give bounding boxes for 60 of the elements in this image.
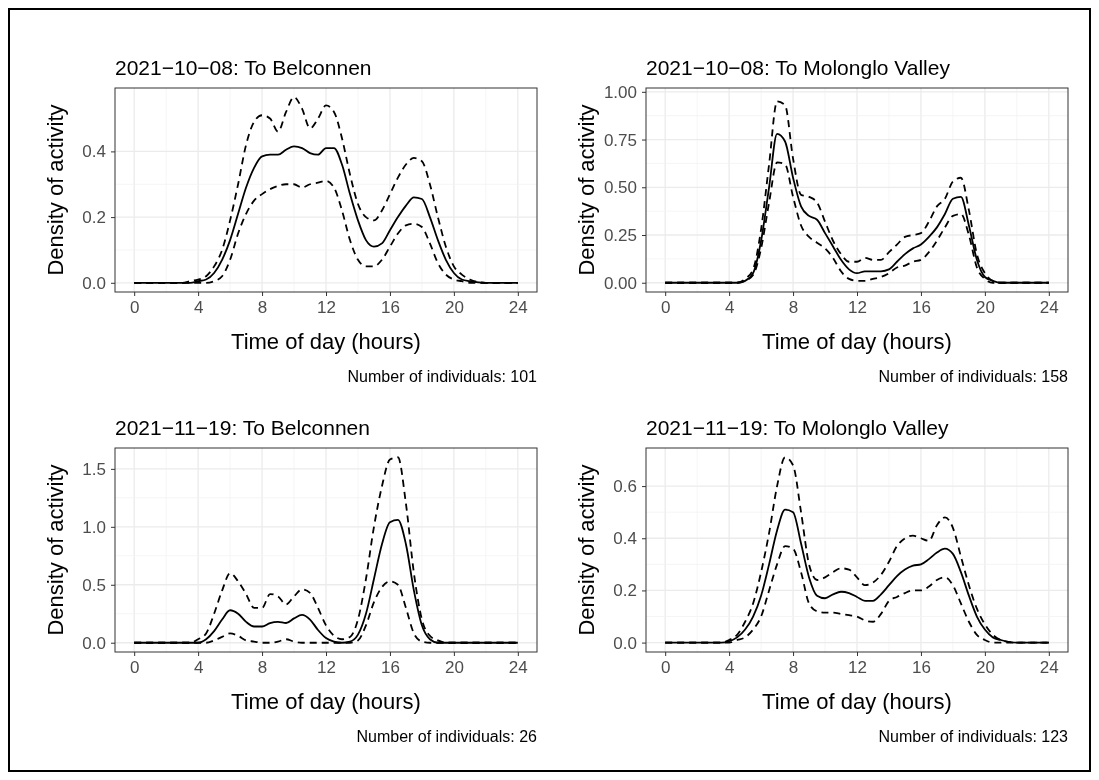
chart-title: 2021−11−19: To Molonglo Valley bbox=[646, 416, 949, 439]
x-tick-label: 24 bbox=[1039, 298, 1059, 318]
x-tick-label: 12 bbox=[848, 658, 867, 678]
x-tick-label: 20 bbox=[444, 298, 464, 318]
x-tick-label: 20 bbox=[975, 658, 995, 678]
x-tick-label: 8 bbox=[257, 298, 268, 318]
x-tick-label: 20 bbox=[975, 298, 995, 318]
y-tick-label: 1.0 bbox=[82, 517, 106, 537]
y-axis-title: Density of activity bbox=[43, 464, 68, 636]
x-axis-title: Time of day (hours) bbox=[762, 329, 952, 354]
y-tick-label: 0.4 bbox=[82, 142, 106, 162]
y-tick-label: 0.75 bbox=[603, 130, 637, 150]
y-tick-label: 0.00 bbox=[603, 273, 637, 293]
x-tick-label: 12 bbox=[848, 298, 867, 318]
chart-title: 2021−10−08: To Belconnen bbox=[115, 56, 372, 79]
x-tick-label: 0 bbox=[129, 658, 140, 678]
text: Number of individuals: 123 bbox=[878, 728, 1069, 745]
x-tick-label: 8 bbox=[788, 298, 799, 318]
y-tick-label: 1.00 bbox=[603, 82, 637, 102]
y-tick-label: 0.5 bbox=[82, 575, 106, 595]
chart-title: 2021−11−19: To Belconnen bbox=[115, 416, 370, 439]
y-axis-title: Density of activity bbox=[574, 464, 599, 636]
y-tick-label: 0.2 bbox=[613, 581, 637, 601]
x-axis-title: Time of day (hours) bbox=[231, 329, 421, 354]
y-tick-label: 0.0 bbox=[82, 273, 106, 293]
x-tick-label: 4 bbox=[193, 658, 204, 678]
x-tick-label: 4 bbox=[724, 298, 735, 318]
y-tick-label: 0.50 bbox=[603, 178, 637, 198]
chart-title: 2021−10−08: To Molonglo Valley bbox=[646, 56, 951, 79]
x-tick-label: 16 bbox=[911, 298, 931, 318]
x-tick-label: 4 bbox=[724, 658, 735, 678]
y-tick-label: 0.4 bbox=[613, 529, 637, 549]
x-tick-label: 24 bbox=[508, 658, 528, 678]
text: Number of individuals: 26 bbox=[356, 728, 538, 745]
text: Number of individuals: 101 bbox=[347, 368, 538, 385]
y-tick-label: 0.2 bbox=[82, 208, 106, 228]
x-tick-label: 0 bbox=[129, 298, 140, 318]
y-tick-label: 0.0 bbox=[613, 633, 637, 653]
x-tick-label: 20 bbox=[444, 658, 464, 678]
x-axis-title: Time of day (hours) bbox=[762, 689, 952, 714]
x-tick-label: 16 bbox=[380, 658, 400, 678]
x-axis-title: Time of day (hours) bbox=[231, 689, 421, 714]
x-tick-label: 16 bbox=[380, 298, 400, 318]
text: Number of individuals: 158 bbox=[878, 368, 1069, 385]
x-tick-label: 12 bbox=[317, 298, 336, 318]
y-tick-label: 0.25 bbox=[603, 225, 637, 245]
x-tick-label: 4 bbox=[193, 298, 204, 318]
y-tick-label: 0.6 bbox=[613, 477, 637, 497]
x-tick-label: 0 bbox=[660, 298, 671, 318]
x-tick-label: 8 bbox=[257, 658, 268, 678]
x-tick-label: 0 bbox=[660, 658, 671, 678]
x-tick-label: 8 bbox=[788, 658, 799, 678]
x-tick-label: 24 bbox=[1039, 658, 1059, 678]
x-tick-label: 16 bbox=[911, 658, 931, 678]
y-tick-label: 0.0 bbox=[82, 633, 106, 653]
y-axis-title: Density of activity bbox=[574, 104, 599, 276]
y-tick-label: 1.5 bbox=[82, 459, 106, 479]
y-axis-title: Density of activity bbox=[43, 104, 68, 276]
x-tick-label: 24 bbox=[508, 298, 528, 318]
x-tick-label: 12 bbox=[317, 658, 336, 678]
